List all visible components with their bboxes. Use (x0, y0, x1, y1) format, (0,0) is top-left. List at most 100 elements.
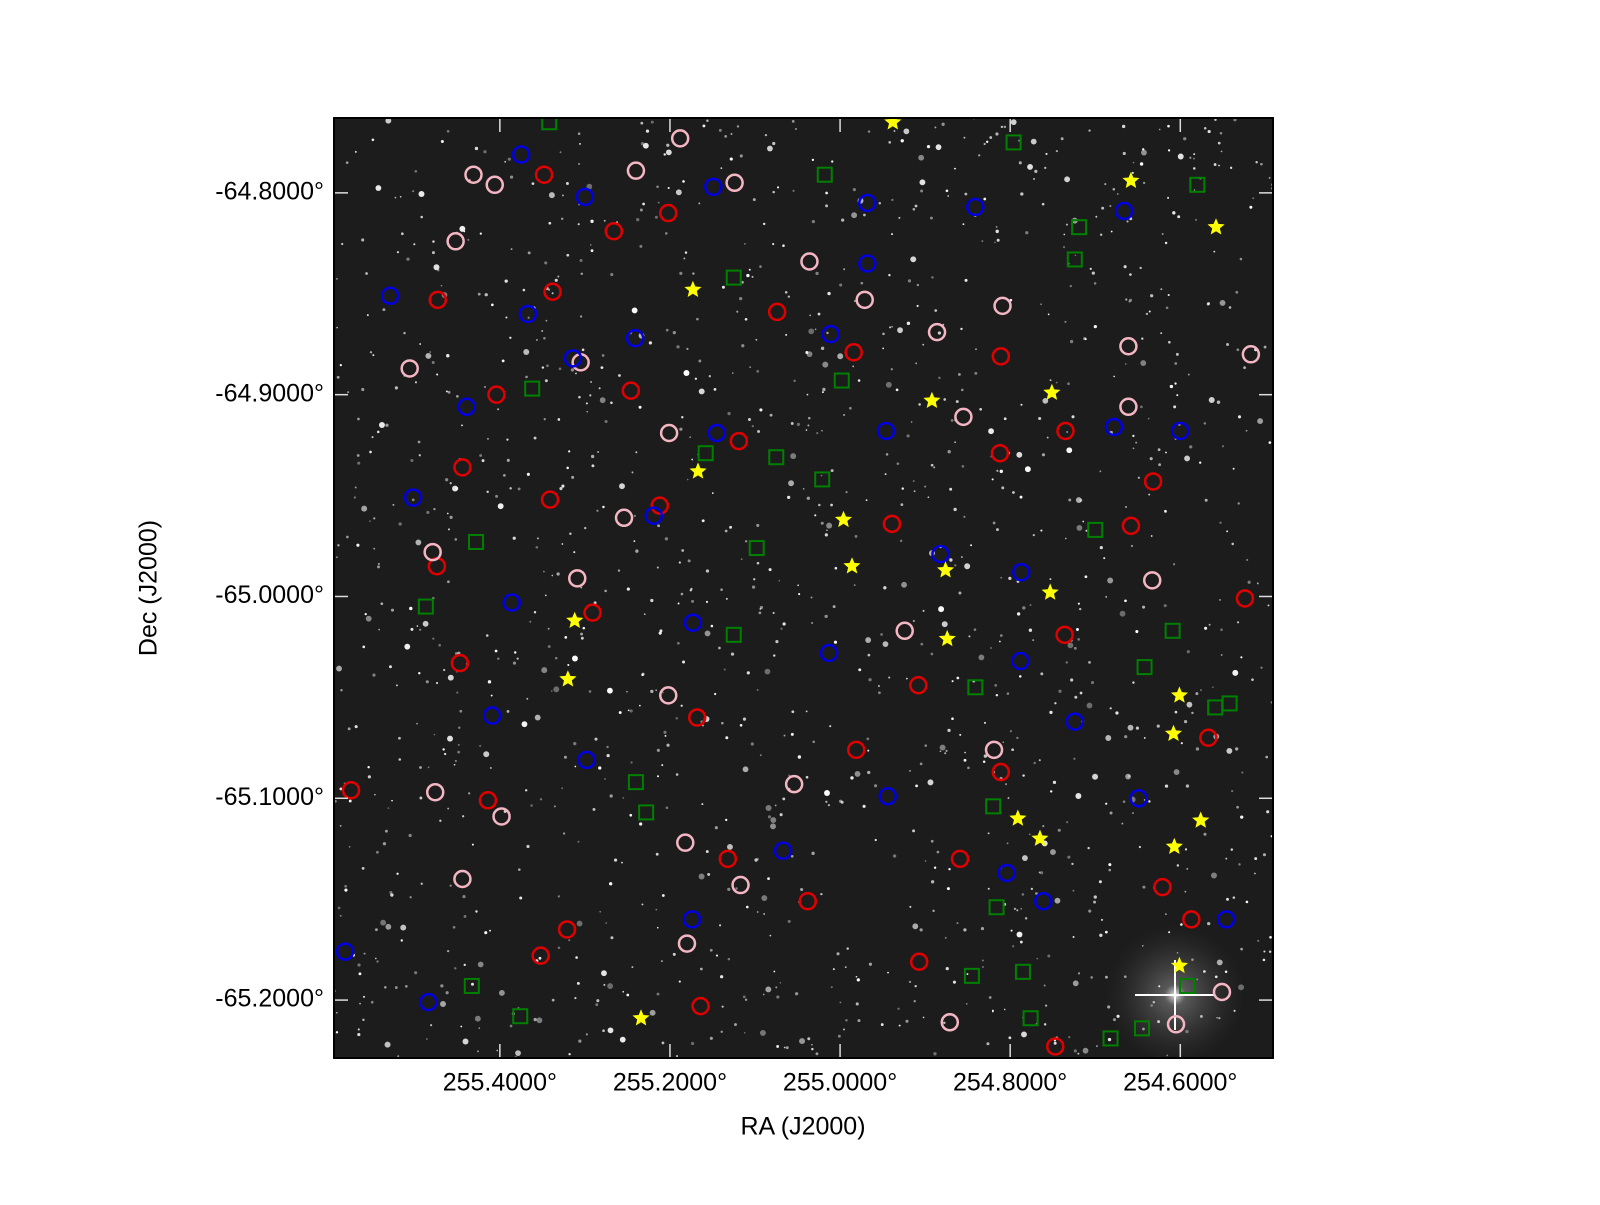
sky-star (1040, 672, 1044, 676)
sky-star (585, 1033, 588, 1036)
sky-star (978, 654, 985, 661)
sky-star (851, 212, 858, 219)
sky-star (723, 668, 726, 671)
sky-star (1088, 909, 1092, 913)
sky-star (566, 253, 570, 257)
sky-star (463, 230, 466, 233)
sky-star (1066, 821, 1069, 824)
sky-star (922, 1016, 925, 1019)
sky-star (1216, 400, 1221, 404)
sky-star (852, 365, 855, 368)
sky-star (1265, 755, 1269, 759)
sky-star (487, 680, 492, 684)
sky-star (994, 241, 996, 244)
sky-star (1067, 642, 1074, 649)
sky-star (501, 359, 505, 363)
sky-star (369, 520, 371, 522)
sky-star (600, 366, 604, 370)
sky-star (1132, 434, 1135, 438)
sky-star (867, 130, 871, 133)
sky-star (558, 367, 562, 371)
sky-star (1177, 153, 1184, 160)
sky-star (701, 519, 705, 523)
sky-star (574, 997, 577, 1000)
sky-star (954, 564, 957, 567)
sky-star (721, 1005, 724, 1008)
sky-star (798, 593, 801, 596)
sky-star (416, 625, 419, 627)
sky-star (681, 549, 685, 552)
sky-star (357, 1028, 360, 1031)
sky-star (963, 928, 967, 932)
sky-star (888, 676, 891, 679)
sky-star (1032, 639, 1035, 642)
sky-star (820, 521, 824, 525)
sky-star (1234, 747, 1239, 751)
source-circle (604, 221, 624, 241)
sky-star (901, 487, 904, 490)
sky-star (1267, 604, 1270, 607)
sky-star (906, 434, 910, 438)
sky-star (1076, 525, 1083, 531)
sky-star (956, 922, 959, 925)
sky-star (592, 807, 596, 811)
sky-star (1013, 907, 1017, 910)
sky-star (830, 986, 833, 989)
sky-star (1012, 945, 1015, 948)
sky-star (1186, 650, 1190, 654)
sky-star (1174, 362, 1178, 365)
sky-star (1006, 842, 1009, 845)
sky-star (922, 343, 925, 346)
sky-star (1074, 695, 1078, 699)
sky-star (554, 278, 558, 282)
sky-star (1099, 546, 1103, 550)
sky-star (1104, 975, 1108, 979)
sky-star (1251, 678, 1254, 681)
sky-star (961, 465, 965, 468)
sky-star (784, 291, 788, 294)
sky-star (599, 397, 606, 404)
sky-star (1176, 864, 1180, 867)
sky-star (1142, 885, 1146, 889)
x-tick-label: 254.6000° (1123, 1069, 1237, 1097)
sky-star (546, 364, 549, 368)
sky-star (991, 478, 994, 481)
sky-star (1084, 338, 1087, 341)
sky-star (590, 454, 595, 459)
sky-star (826, 529, 828, 532)
sky-star (430, 1024, 433, 1027)
sky-star (571, 655, 578, 662)
sky-star (845, 1019, 848, 1022)
source-star (1009, 809, 1027, 826)
sky-star (578, 395, 581, 399)
sky-star (382, 842, 387, 846)
sky-star (1231, 542, 1235, 546)
sky-star (982, 760, 986, 764)
sky-star (578, 1039, 582, 1043)
sky-star (1089, 267, 1092, 270)
sky-star (960, 556, 963, 559)
sky-star (526, 844, 530, 849)
sky-star (1027, 163, 1033, 170)
sky-star (1109, 811, 1113, 815)
sky-star (1093, 895, 1097, 899)
sky-star (889, 326, 892, 329)
sky-star (676, 1055, 679, 1058)
source-circle (487, 385, 506, 404)
sky-star (341, 242, 344, 246)
sky-star (983, 197, 987, 201)
sky-star (821, 391, 824, 394)
sky-star (1129, 273, 1132, 276)
sky-star (658, 631, 662, 635)
source-circle (625, 328, 645, 348)
source-circle (1166, 1015, 1186, 1034)
sky-star (603, 219, 606, 222)
sky-star (431, 251, 435, 255)
source-square (814, 471, 831, 488)
sky-star (1095, 215, 1098, 218)
sky-star (860, 281, 864, 285)
sky-star (1156, 724, 1160, 728)
sky-star (613, 858, 618, 862)
sky-star (394, 986, 398, 989)
sky-star (806, 351, 813, 358)
